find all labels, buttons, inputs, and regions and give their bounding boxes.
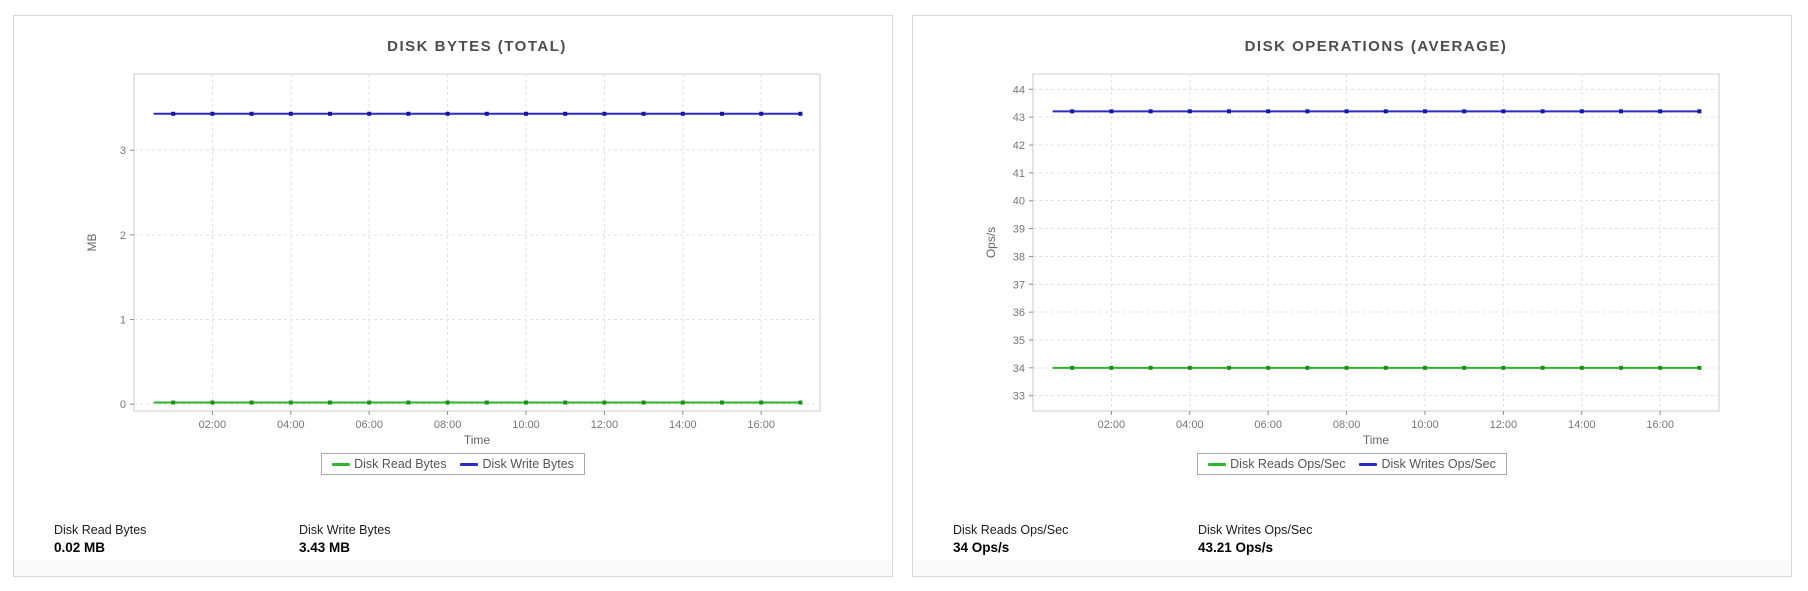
chart-title-disk-operations: DISK OPERATIONS (AVERAGE) [1244, 38, 1508, 55]
svg-text:12:00: 12:00 [591, 419, 619, 431]
panel-footer-strip [14, 560, 892, 576]
svg-text:Time: Time [1363, 433, 1390, 447]
svg-text:12:00: 12:00 [1490, 419, 1518, 431]
legend-label: Disk Reads Ops/Sec [1230, 457, 1346, 471]
svg-text:0: 0 [120, 399, 126, 411]
legend-label: Disk Writes Ops/Sec [1381, 457, 1496, 471]
svg-text:08:00: 08:00 [1333, 419, 1361, 431]
svg-text:Time: Time [464, 433, 491, 447]
svg-text:16:00: 16:00 [747, 419, 775, 431]
disk-bytes-line-chart: 02:00 04:00 06:00 08:00 10:00 12:00 14:00 16:00… [85, 73, 821, 447]
svg-text:08:00: 08:00 [434, 419, 462, 431]
stat-label: Disk Read Bytes [54, 523, 147, 537]
stat-value: 0.02 MB [54, 540, 106, 555]
svg-text:37: 37 [1013, 279, 1025, 291]
svg-text:39: 39 [1013, 224, 1025, 236]
svg-text:42: 42 [1013, 140, 1025, 152]
svg-text:10:00: 10:00 [512, 419, 540, 431]
svg-text:40: 40 [1013, 196, 1025, 208]
stat-value: 34 Ops/s [953, 540, 1010, 555]
legend-item-disk-read-bytes: Disk Read Bytes [332, 457, 446, 471]
panel-disk-bytes: DISK BYTES (TOTAL) 02:00 04:00 06:00 08:00 1… [13, 15, 893, 577]
stat-disk-reads-ops: Disk Reads Ops/Sec 34 Ops/s [953, 523, 1068, 555]
legend-box: Disk Reads Ops/Sec Disk Writes Ops/Sec [1197, 453, 1507, 475]
svg-text:3: 3 [120, 145, 126, 157]
svg-text:34: 34 [1013, 363, 1025, 375]
stat-label: Disk Writes Ops/Sec [1198, 523, 1313, 537]
legend-swatch-blue [460, 462, 479, 466]
svg-text:Ops/s: Ops/s [984, 227, 998, 258]
stat-value: 3.43 MB [299, 540, 351, 555]
svg-text:10:00: 10:00 [1411, 419, 1439, 431]
svg-text:44: 44 [1013, 84, 1025, 96]
stat-disk-write-bytes: Disk Write Bytes 3.43 MB [299, 523, 390, 555]
svg-text:04:00: 04:00 [277, 419, 305, 431]
disk-operations-line-chart: 02:00 04:00 06:00 08:00 10:00 12:00 14:00 16:00… [984, 73, 1720, 447]
panel-disk-operations: DISK OPERATIONS (AVERAGE) 02:00 04:00 06:0… [912, 15, 1792, 577]
svg-text:06:00: 06:00 [355, 419, 383, 431]
legend-item-disk-writes-ops: Disk Writes Ops/Sec [1359, 457, 1496, 471]
svg-text:33: 33 [1013, 391, 1025, 403]
svg-text:38: 38 [1013, 251, 1025, 263]
legend-label: Disk Write Bytes [482, 457, 574, 471]
svg-text:16:00: 16:00 [1646, 419, 1674, 431]
svg-text:36: 36 [1013, 307, 1025, 319]
svg-text:2: 2 [120, 230, 126, 242]
svg-text:41: 41 [1013, 168, 1025, 180]
legend-swatch-green [1208, 462, 1227, 466]
svg-text:43: 43 [1013, 112, 1025, 124]
svg-text:35: 35 [1013, 335, 1025, 347]
svg-text:02:00: 02:00 [199, 419, 227, 431]
stat-value: 43.21 Ops/s [1198, 540, 1274, 555]
svg-text:14:00: 14:00 [669, 419, 697, 431]
svg-text:1: 1 [120, 315, 126, 327]
legend-swatch-blue [1359, 462, 1378, 466]
svg-text:04:00: 04:00 [1176, 419, 1204, 431]
chart-legend: Disk Read Bytes Disk Write Bytes [14, 453, 892, 475]
legend-item-disk-write-bytes: Disk Write Bytes [460, 457, 574, 471]
legend-swatch-green [332, 462, 351, 466]
svg-text:14:00: 14:00 [1568, 419, 1596, 431]
svg-text:02:00: 02:00 [1098, 419, 1126, 431]
chart-legend: Disk Reads Ops/Sec Disk Writes Ops/Sec [913, 453, 1791, 475]
chart-title-disk-bytes: DISK BYTES (TOTAL) [387, 38, 567, 55]
legend-item-disk-reads-ops: Disk Reads Ops/Sec [1208, 457, 1345, 471]
stat-disk-read-bytes: Disk Read Bytes 0.02 MB [54, 523, 146, 555]
svg-text:MB: MB [85, 234, 99, 252]
panel-footer-strip [913, 560, 1791, 576]
legend-label: Disk Read Bytes [354, 457, 447, 471]
legend-box: Disk Read Bytes Disk Write Bytes [321, 453, 585, 475]
stat-label: Disk Write Bytes [299, 523, 391, 537]
stat-label: Disk Reads Ops/Sec [953, 523, 1069, 537]
stat-disk-writes-ops: Disk Writes Ops/Sec 43.21 Ops/s [1198, 523, 1312, 555]
svg-text:06:00: 06:00 [1254, 419, 1282, 431]
